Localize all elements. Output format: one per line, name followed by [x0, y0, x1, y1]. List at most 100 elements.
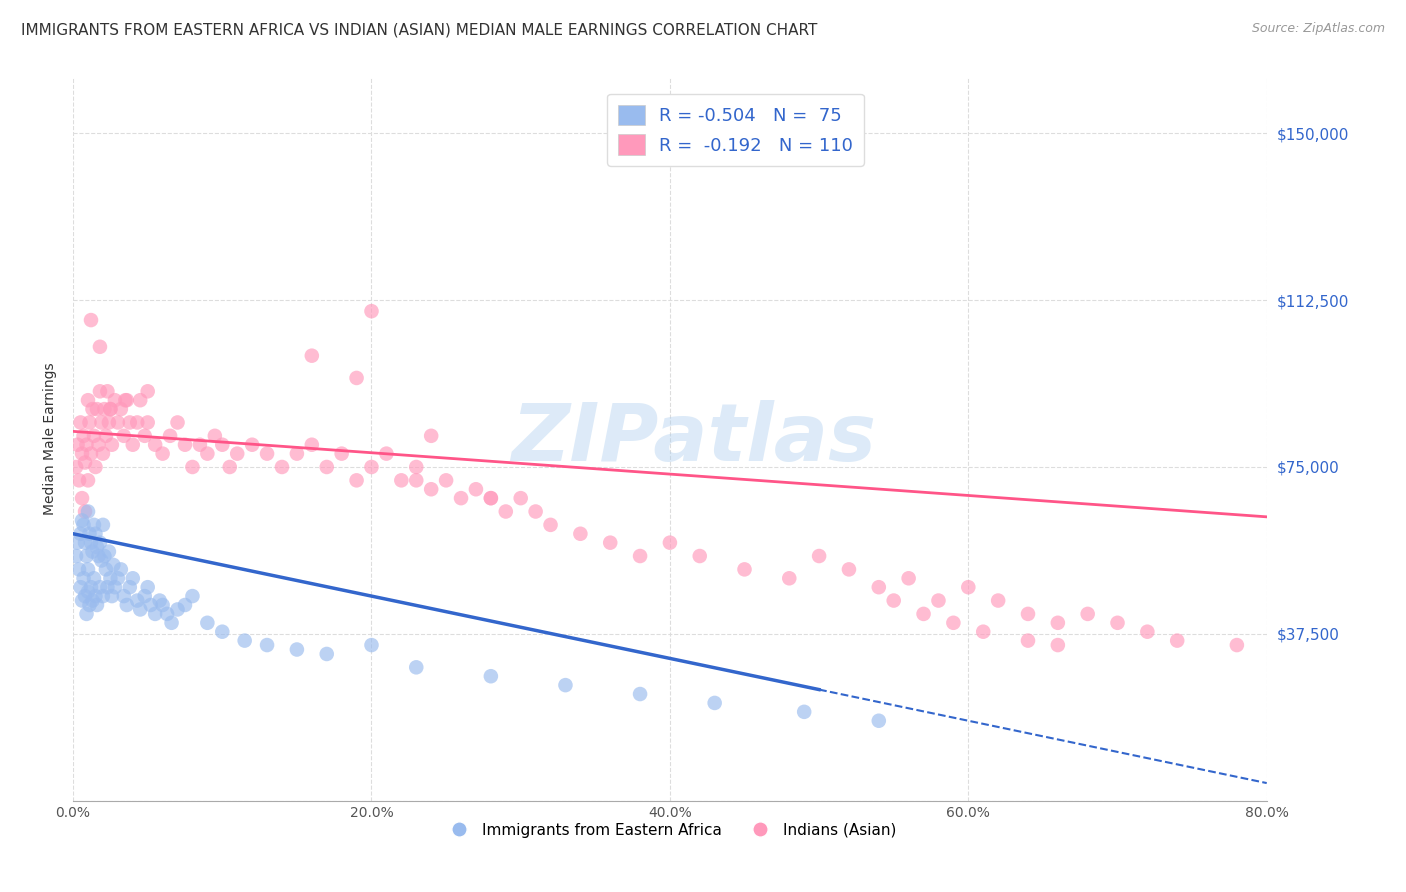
- Point: [70, 593, 93, 607]
- Point: [1046, 638, 1069, 652]
- Point: [211, 438, 233, 452]
- Point: [91, 589, 114, 603]
- Point: [1017, 633, 1039, 648]
- Point: [83, 571, 105, 585]
- Point: [86, 402, 108, 417]
- Point: [76, 607, 98, 621]
- Point: [628, 687, 651, 701]
- Point: [346, 371, 368, 385]
- Y-axis label: Median Male Earnings: Median Male Earnings: [44, 363, 58, 516]
- Point: [226, 447, 249, 461]
- Point: [65, 549, 87, 563]
- Point: [375, 447, 398, 461]
- Point: [84, 460, 107, 475]
- Point: [495, 504, 517, 518]
- Point: [121, 571, 143, 585]
- Point: [72, 517, 94, 532]
- Point: [76, 549, 98, 563]
- Point: [76, 438, 98, 452]
- Point: [79, 526, 101, 541]
- Point: [97, 544, 120, 558]
- Point: [86, 598, 108, 612]
- Point: [256, 638, 278, 652]
- Point: [69, 526, 91, 541]
- Point: [405, 473, 427, 487]
- Point: [136, 384, 159, 399]
- Point: [524, 504, 547, 518]
- Point: [972, 624, 994, 639]
- Point: [1046, 615, 1069, 630]
- Point: [89, 340, 111, 354]
- Point: [118, 416, 141, 430]
- Text: ZIPatlas: ZIPatlas: [512, 401, 876, 478]
- Point: [115, 598, 138, 612]
- Point: [166, 602, 188, 616]
- Point: [121, 438, 143, 452]
- Point: [77, 562, 100, 576]
- Point: [114, 393, 136, 408]
- Point: [360, 304, 382, 318]
- Point: [301, 349, 323, 363]
- Point: [181, 589, 204, 603]
- Point: [84, 589, 107, 603]
- Point: [101, 589, 124, 603]
- Point: [77, 504, 100, 518]
- Point: [83, 429, 105, 443]
- Point: [100, 402, 122, 417]
- Point: [465, 482, 488, 496]
- Point: [152, 447, 174, 461]
- Point: [72, 571, 94, 585]
- Point: [188, 438, 211, 452]
- Point: [89, 580, 111, 594]
- Point: [70, 513, 93, 527]
- Point: [346, 473, 368, 487]
- Point: [793, 705, 815, 719]
- Point: [82, 544, 104, 558]
- Point: [420, 482, 443, 496]
- Point: [129, 393, 152, 408]
- Point: [134, 429, 156, 443]
- Point: [540, 517, 562, 532]
- Point: [87, 438, 110, 452]
- Point: [211, 624, 233, 639]
- Point: [330, 447, 353, 461]
- Point: [115, 393, 138, 408]
- Point: [91, 447, 114, 461]
- Point: [315, 460, 337, 475]
- Point: [1136, 624, 1159, 639]
- Point: [90, 553, 112, 567]
- Point: [79, 598, 101, 612]
- Point: [118, 580, 141, 594]
- Point: [93, 402, 115, 417]
- Point: [569, 526, 592, 541]
- Point: [912, 607, 935, 621]
- Point: [84, 526, 107, 541]
- Point: [195, 447, 218, 461]
- Point: [96, 580, 118, 594]
- Point: [67, 562, 90, 576]
- Point: [136, 580, 159, 594]
- Point: [101, 438, 124, 452]
- Point: [127, 593, 149, 607]
- Point: [77, 393, 100, 408]
- Point: [628, 549, 651, 563]
- Point: [479, 491, 502, 505]
- Point: [136, 416, 159, 430]
- Point: [79, 416, 101, 430]
- Point: [129, 602, 152, 616]
- Point: [80, 447, 103, 461]
- Point: [80, 313, 103, 327]
- Point: [103, 558, 125, 572]
- Point: [143, 438, 166, 452]
- Point: [87, 549, 110, 563]
- Point: [195, 615, 218, 630]
- Point: [159, 429, 181, 443]
- Point: [104, 393, 127, 408]
- Point: [70, 447, 93, 461]
- Point: [139, 598, 162, 612]
- Point: [104, 580, 127, 594]
- Point: [703, 696, 725, 710]
- Point: [256, 447, 278, 461]
- Point: [509, 491, 531, 505]
- Point: [174, 598, 197, 612]
